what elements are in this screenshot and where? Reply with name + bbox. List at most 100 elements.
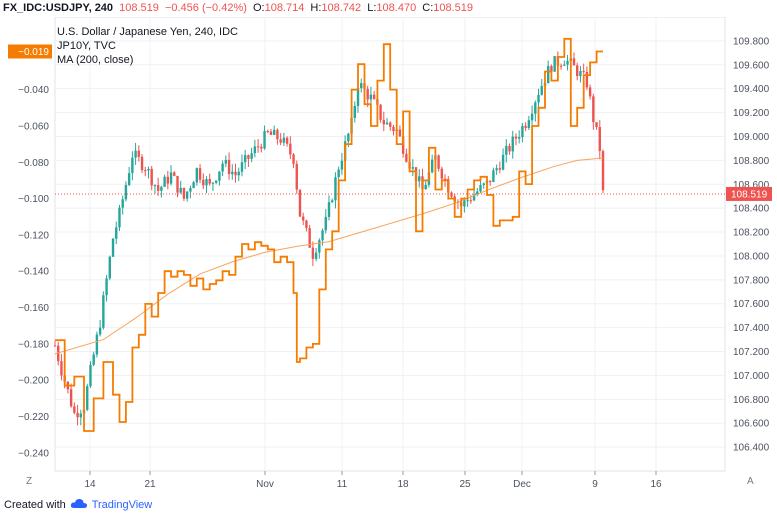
candle-body: [282, 137, 286, 143]
candle-body: [476, 191, 479, 195]
candle-body: [337, 169, 340, 178]
candle-body: [298, 189, 302, 217]
candle-body: [347, 133, 350, 142]
candle-body: [327, 202, 331, 217]
candle-body: [108, 256, 111, 279]
candle-body: [550, 66, 553, 72]
candle-body: [572, 58, 576, 66]
right-tick-label: 108.200: [733, 228, 770, 239]
candle-body: [227, 159, 231, 175]
candle-body: [537, 94, 540, 103]
created-with-text: Created with: [4, 499, 66, 511]
right-tick-label: 109.400: [733, 84, 770, 95]
candle-body: [86, 386, 89, 410]
candle-body: [563, 64, 566, 66]
candle-body: [372, 94, 376, 99]
candle-body: [321, 230, 324, 241]
candle-body: [360, 83, 363, 89]
price-chart[interactable]: 14 21 Nov 11 18 25 Dec 9 16 109.800 109.600 109.400…: [0, 17, 777, 495]
candle-body: [356, 88, 360, 106]
candle-body: [150, 168, 153, 186]
candle-body: [495, 168, 498, 171]
candle-body: [163, 176, 166, 187]
candle-body: [488, 180, 492, 182]
candle-body: [218, 171, 221, 181]
candle-body: [595, 122, 598, 128]
candle-body: [214, 180, 218, 183]
auto-scale-right-button[interactable]: A: [747, 476, 754, 487]
candle-body: [353, 105, 356, 118]
candle-body: [521, 125, 524, 138]
candle-body: [224, 159, 228, 164]
candle-body: [318, 240, 321, 253]
candle-body: [276, 129, 279, 140]
candle-body: [111, 238, 115, 257]
candle-body: [176, 175, 179, 193]
candle-body: [469, 200, 473, 202]
candle-body: [79, 413, 82, 418]
low-value: 108.470: [376, 2, 417, 14]
left-tick-label: −0.160: [18, 303, 49, 314]
left-tick-label: −0.040: [18, 85, 49, 96]
jp10y-value-badge-text: −0.019: [18, 47, 49, 58]
right-tick-label: 108.000: [733, 251, 770, 262]
x-tick-label: 14: [84, 479, 96, 490]
candle-body: [382, 119, 385, 125]
symbol-name[interactable]: FX_IDC:USDJPY, 240: [3, 2, 114, 14]
legend-comparison-series[interactable]: JP10Y, TVC: [57, 40, 116, 52]
right-tick-label: 107.200: [733, 347, 770, 358]
tradingview-cloud-icon: [70, 498, 87, 508]
candle-body: [472, 194, 476, 201]
candle-body: [198, 168, 202, 180]
candle-body: [588, 87, 592, 97]
candle-body: [398, 129, 402, 137]
candle-body: [234, 171, 237, 176]
high-value: 108.742: [321, 2, 362, 14]
candle-body: [289, 143, 292, 155]
right-tick-label: 106.600: [733, 419, 770, 430]
candle-body: [517, 137, 521, 139]
candle-body: [147, 168, 150, 171]
left-tick-label: −0.120: [18, 230, 49, 241]
candle-body: [185, 191, 189, 199]
legend-main-series[interactable]: U.S. Dollar / Japanese Yen, 240, IDC: [57, 26, 238, 38]
right-tick-label: 106.800: [733, 395, 770, 406]
candle-body: [195, 168, 199, 183]
right-tick-label: 108.800: [733, 156, 770, 167]
right-tick-label: 108.400: [733, 204, 770, 215]
candle-body: [576, 65, 579, 77]
candle-body: [311, 247, 315, 259]
candle-body: [305, 220, 308, 229]
plot-area[interactable]: [54, 17, 726, 472]
candle-body: [192, 182, 195, 189]
candle-body: [260, 146, 263, 149]
auto-scale-left-button[interactable]: Z: [26, 476, 33, 487]
candle-body: [182, 187, 186, 199]
legend-ma-study[interactable]: MA (200, close): [57, 54, 134, 66]
candle-body: [53, 345, 57, 347]
right-tick-label: 107.800: [733, 275, 770, 286]
candle-body: [131, 157, 134, 174]
x-tick-label: 9: [592, 479, 598, 490]
left-tick-label: −0.080: [18, 158, 49, 169]
right-tick-label: 107.400: [733, 323, 770, 334]
last-price-badge-text: 108.519: [731, 189, 768, 200]
candle-body: [137, 150, 141, 157]
candle-body: [601, 151, 605, 191]
candle-body: [247, 155, 250, 159]
candle-body: [263, 131, 266, 149]
candle-body: [89, 364, 92, 387]
candle-body: [331, 200, 334, 203]
candle-body: [534, 102, 537, 114]
candle-body: [266, 131, 269, 133]
candle-body: [527, 120, 531, 128]
candle-body: [443, 178, 447, 180]
candle-body: [295, 163, 298, 190]
tradingview-brand-link[interactable]: TradingView: [91, 499, 153, 511]
candle-body: [389, 122, 392, 127]
price-change: −0.456 (−0.42%): [164, 2, 247, 14]
candle-body: [440, 168, 444, 179]
left-tick-label: −0.180: [18, 339, 49, 350]
candle-body: [140, 156, 144, 171]
candle-body: [243, 155, 247, 163]
